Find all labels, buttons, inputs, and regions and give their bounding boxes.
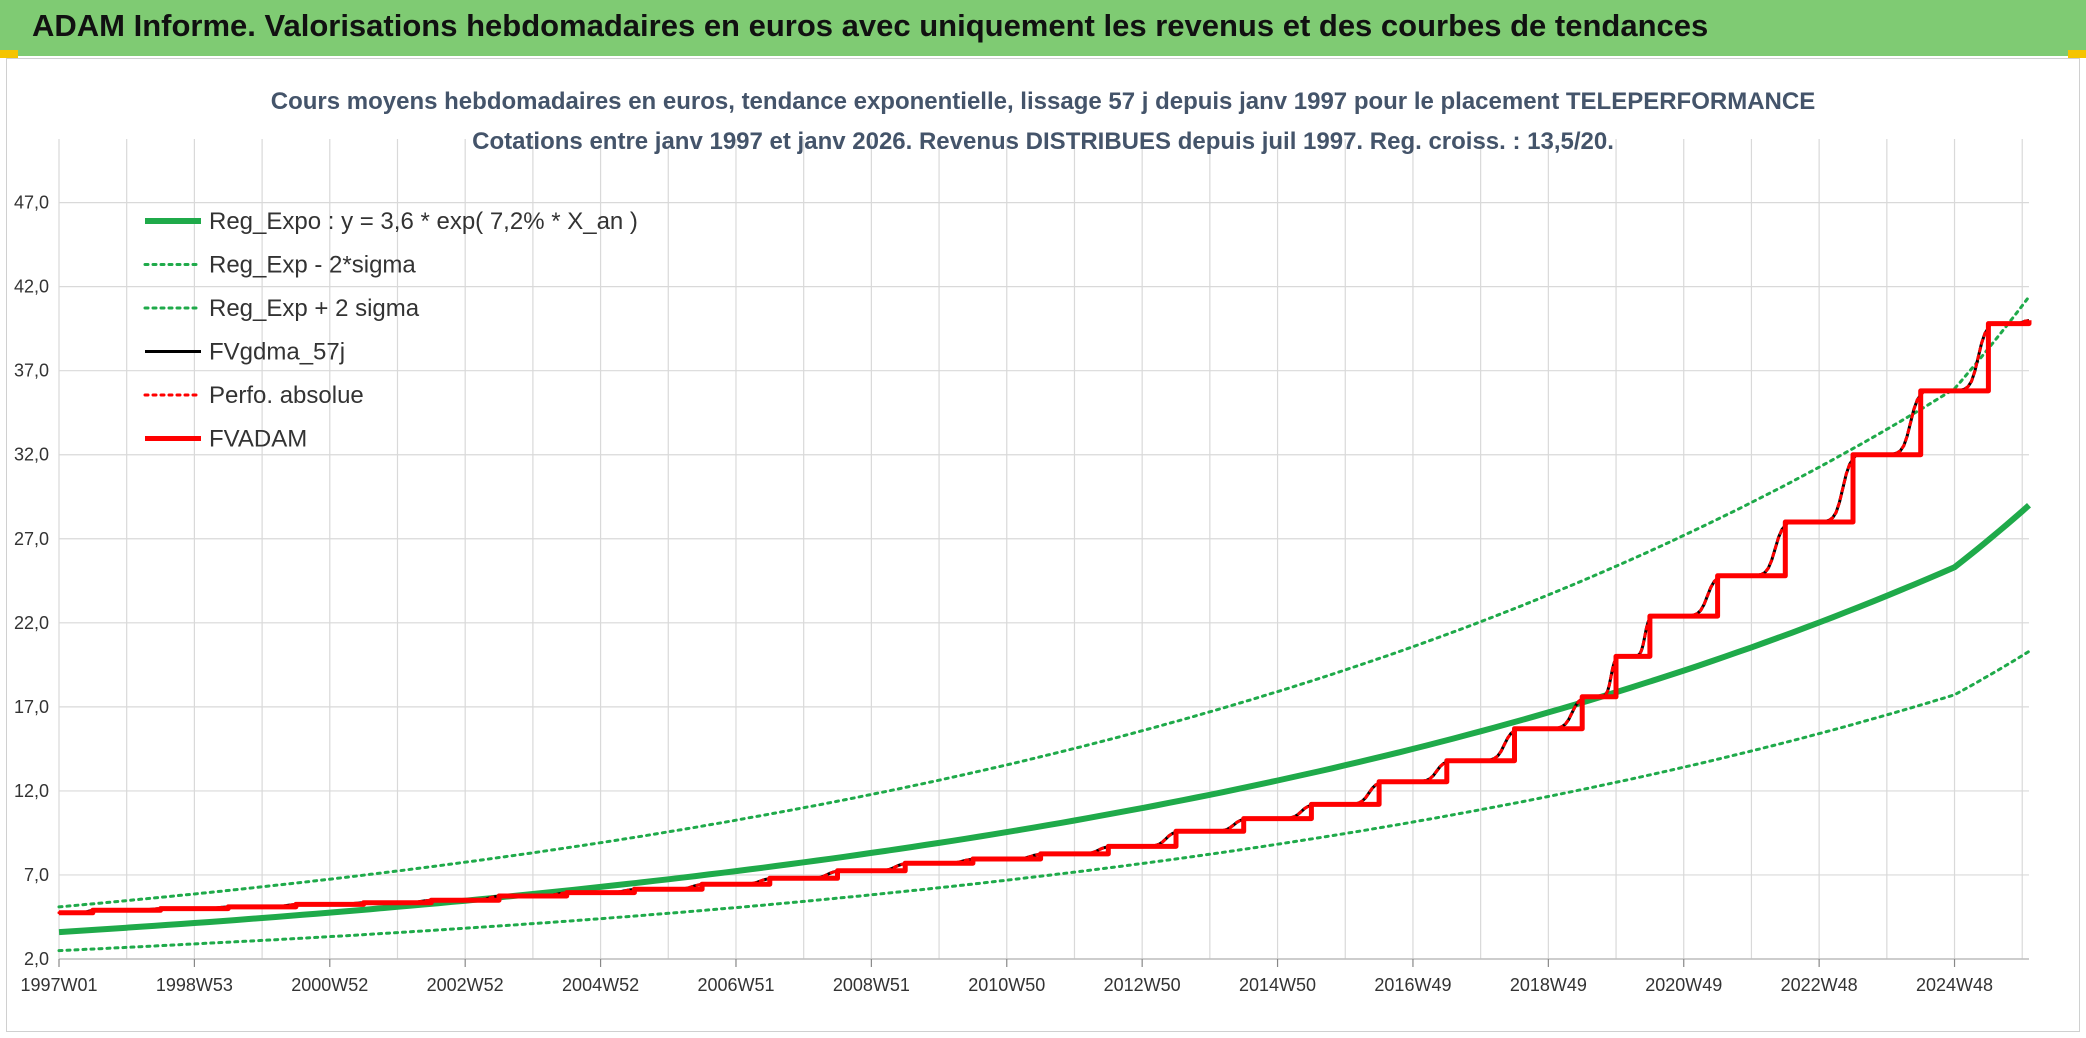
corner-marker-right (2068, 50, 2086, 58)
y-tick-label: 37,0 (14, 361, 49, 381)
x-tick-label: 2024W48 (1916, 975, 1993, 995)
y-tick-label: 32,0 (14, 445, 49, 465)
gridlines (58, 139, 2029, 960)
series-lines (57, 295, 2032, 953)
legend-label: Reg_Expo : y = 3,6 * exp( 7,2% * X_an ) (209, 208, 638, 235)
line-chart: 2,0 7,0 12,0 17,0 22,0 27,0 32,0 37,0 42,0 47,0 19… (14, 88, 2032, 995)
axis-labels: 2,0 7,0 12,0 17,0 22,0 27,0 32,0 37,0 42,0 47,0 19… (14, 193, 1993, 995)
chart-subtitle: Cotations entre janv 1997 et janv 2026. … (472, 128, 1614, 155)
x-tick-label: 2008W51 (833, 975, 910, 995)
x-tick-label: 2002W52 (427, 975, 504, 995)
legend: Reg_Expo : y = 3,6 * exp( 7,2% * X_an ) R… (143, 208, 638, 453)
x-tick-label: 2006W51 (697, 975, 774, 995)
legend-label: FVADAM (209, 426, 307, 453)
x-tick-label: 2014W50 (1239, 975, 1316, 995)
legend-label: Reg_Exp + 2 sigma (209, 295, 420, 322)
x-tick-label: 2018W49 (1510, 975, 1587, 995)
y-tick-label: 22,0 (14, 613, 49, 633)
y-tick-label: 12,0 (14, 781, 49, 801)
report-banner: ADAM Informe. Valorisations hebdomadaire… (0, 0, 2086, 56)
series-line-1 (57, 649, 2031, 953)
corner-marker-left (0, 50, 18, 58)
y-tick-label: 47,0 (14, 193, 49, 213)
y-tick-label: 27,0 (14, 529, 49, 549)
x-tick-label: 2016W49 (1374, 975, 1451, 995)
y-tick-label: 7,0 (24, 865, 49, 885)
series-line-2 (57, 295, 2031, 909)
legend-label: Reg_Exp - 2*sigma (209, 252, 416, 279)
x-tick-label: 1998W53 (156, 975, 233, 995)
x-tick-label: 2020W49 (1645, 975, 1722, 995)
x-tick-label: 2022W48 (1781, 975, 1858, 995)
x-tick-label: 2000W52 (291, 975, 368, 995)
x-tick-label: 2012W50 (1104, 975, 1181, 995)
chart-area: 2,0 7,0 12,0 17,0 22,0 27,0 32,0 37,0 42,0 47,0 19… (6, 58, 2080, 1032)
y-tick-label: 17,0 (14, 697, 49, 717)
series-line-5 (59, 320, 2032, 916)
chart-title: Cours moyens hebdomadaires en euros, ten… (271, 88, 1815, 115)
x-tick-label: 2004W52 (562, 975, 639, 995)
y-tick-label: 42,0 (14, 277, 49, 297)
series-line-0 (58, 502, 2031, 936)
report-title: ADAM Informe. Valorisations hebdomadaire… (32, 8, 1709, 43)
legend-label: FVgdma_57j (209, 339, 345, 366)
y-tick-label: 2,0 (24, 949, 49, 969)
x-tick-label: 1997W01 (20, 975, 97, 995)
legend-label: Perfo. absolue (209, 382, 364, 409)
x-tick-label: 2010W50 (968, 975, 1045, 995)
